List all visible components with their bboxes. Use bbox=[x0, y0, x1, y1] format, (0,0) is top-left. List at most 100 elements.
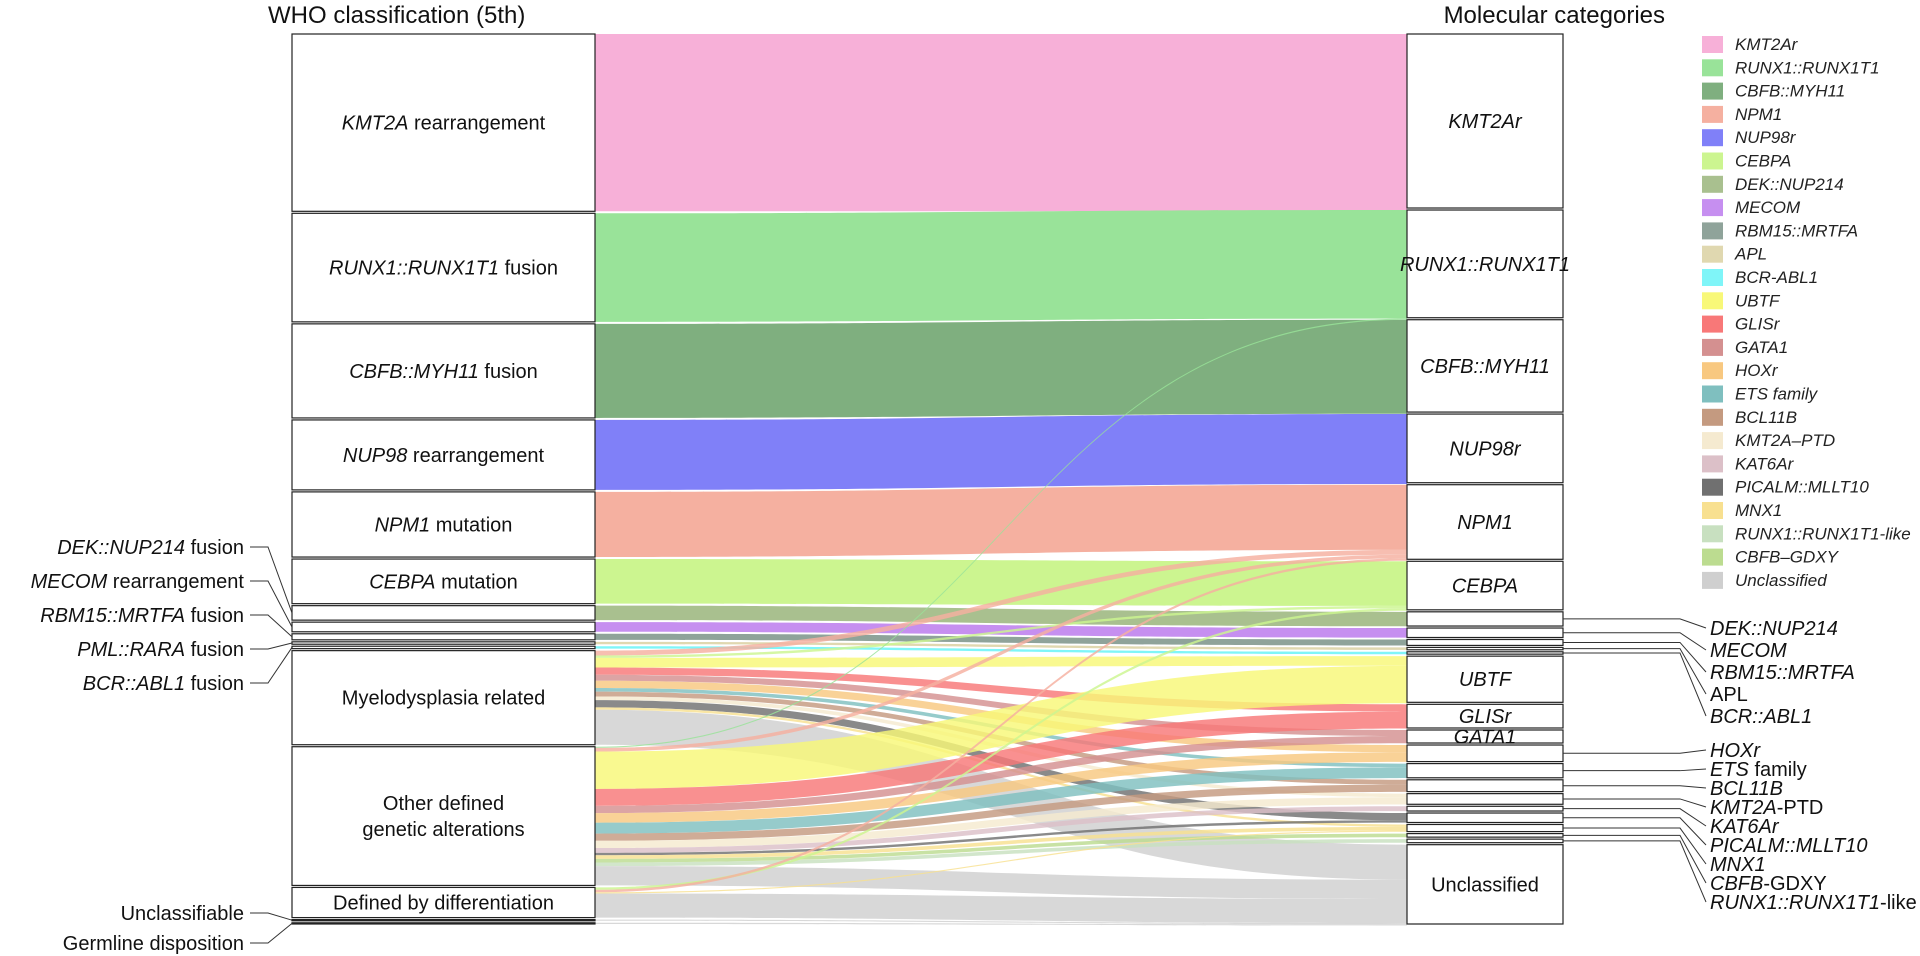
flow-other-to-kat6ar bbox=[595, 806, 1407, 853]
who-outside-label-bcr: BCR::ABL1 fusion bbox=[83, 673, 244, 695]
label-fragment: NUP98 bbox=[343, 445, 407, 467]
mol-node-rbm15 bbox=[1406, 638, 1564, 647]
mol-leader-line-dek bbox=[1563, 618, 1707, 629]
label-fragment: genetic alterations bbox=[362, 819, 524, 841]
label-fragment: CEBPA bbox=[369, 571, 435, 593]
molecular-category-column bbox=[1406, 33, 1564, 925]
label-fragment: family bbox=[1749, 759, 1807, 781]
mol-label-npm1: NPM1 bbox=[1457, 512, 1513, 534]
label-fragment: UBTF bbox=[1459, 669, 1513, 691]
mol-label-gata1: GATA1 bbox=[1454, 727, 1517, 749]
who-outside-label-rbm15: RBM15::MRTFA fusion bbox=[40, 605, 244, 627]
label-fragment: Defined by differentiation bbox=[333, 893, 554, 915]
label-fragment: fusion bbox=[185, 537, 244, 559]
who-node-runx1 bbox=[291, 212, 596, 323]
label-fragment: GATA1 bbox=[1454, 727, 1517, 749]
label-fragment: CBFB bbox=[1710, 873, 1763, 895]
mol-leader-line-apl bbox=[1563, 648, 1707, 695]
mol-node-dek bbox=[1406, 611, 1564, 627]
flow-other-to-ubtf bbox=[595, 665, 1407, 789]
legend-swatch-ets-family bbox=[1702, 385, 1723, 403]
label-fragment: GLISr bbox=[1459, 706, 1513, 728]
label-fragment: fusion bbox=[185, 605, 244, 627]
legend-swatch-hoxr bbox=[1702, 362, 1723, 380]
who-node-other bbox=[291, 746, 596, 887]
who-label-other: Other defined bbox=[383, 793, 504, 815]
who-label-runx1: RUNX1::RUNX1T1 fusion bbox=[329, 258, 558, 280]
who-outside-label-pml: PML::RARA fusion bbox=[77, 639, 244, 661]
mol-leader-line-bcl11b bbox=[1563, 785, 1707, 789]
label-fragment: Other defined bbox=[383, 793, 504, 815]
label-fragment: BCR::ABL1 bbox=[1710, 706, 1812, 728]
legend-label-gata1: GATA1 bbox=[1735, 338, 1788, 357]
mol-outside-label-rbm15: RBM15::MRTFA bbox=[1710, 662, 1855, 684]
legend-swatch-cbfb-myh11 bbox=[1702, 82, 1723, 100]
legend-label-kat6ar: KAT6Ar bbox=[1735, 454, 1795, 473]
label-fragment: mutation bbox=[430, 514, 512, 536]
legend-swatch-npm1 bbox=[1702, 105, 1723, 123]
flow-other-to-glisr bbox=[595, 711, 1407, 806]
label-fragment: PML::RARA bbox=[77, 639, 185, 661]
label-fragment: KMT2Ar bbox=[1448, 111, 1523, 133]
mol-outside-label-bcr: BCR::ABL1 bbox=[1710, 706, 1812, 728]
mol-outside-label-ets: ETS family bbox=[1710, 759, 1807, 781]
legend-swatch-bcr-abl1 bbox=[1702, 269, 1723, 286]
label-fragment: rearrangement bbox=[107, 571, 244, 593]
mol-label-ubtf: UBTF bbox=[1459, 669, 1513, 691]
label-fragment: HOXr bbox=[1710, 740, 1761, 762]
who-label-other-line2: genetic alterations bbox=[362, 819, 524, 841]
flow-other-to-runx1 bbox=[595, 318, 1407, 748]
who-node-cbfb bbox=[291, 323, 596, 419]
who-node-mds bbox=[291, 650, 596, 746]
flow-cebpa-to-cebpa bbox=[595, 559, 1407, 606]
legend-label-kmt2ar: KMT2Ar bbox=[1735, 35, 1799, 54]
legend: KMT2ArRUNX1::RUNX1T1CBFB::MYH11NPM1NUP98… bbox=[1702, 35, 1911, 590]
label-fragment: CBFB::MYH11 bbox=[1420, 356, 1550, 378]
label-fragment: fusion bbox=[499, 258, 558, 280]
who-node-dek bbox=[291, 605, 596, 621]
mol-label-unclassified: Unclassified bbox=[1431, 874, 1539, 896]
who-leader-line-mecom bbox=[250, 580, 293, 628]
legend-swatch-cebpa bbox=[1702, 152, 1723, 170]
legend-swatch-mnx1 bbox=[1702, 502, 1723, 519]
who-leader-line-unclass bbox=[250, 912, 293, 921]
who-node-unclass bbox=[291, 918, 596, 922]
legend-swatch-dek-nup214 bbox=[1702, 175, 1723, 193]
legend-swatch-gata1 bbox=[1702, 338, 1723, 356]
label-fragment: APL bbox=[1710, 684, 1748, 706]
label-fragment: KMT2A bbox=[342, 113, 409, 135]
label-fragment: Unclassified bbox=[1431, 874, 1539, 896]
legend-label-cbfb-myh11: CBFB::MYH11 bbox=[1735, 82, 1845, 101]
legend-label-cbfb-gdxy: CBFB–GDXY bbox=[1735, 548, 1840, 567]
legend-label-runx1-runx1t1-like: RUNX1::RUNX1T1-like bbox=[1735, 524, 1911, 543]
label-fragment: KMT2A bbox=[1710, 797, 1777, 819]
flow-mds-to-ubtf bbox=[595, 656, 1407, 668]
label-fragment: mutation bbox=[436, 571, 518, 593]
legend-label-mnx1: MNX1 bbox=[1735, 501, 1782, 520]
legend-swatch-ubtf bbox=[1702, 292, 1723, 310]
legend-label-bcl11b: BCL11B bbox=[1735, 408, 1797, 427]
mol-leader-line-picalm bbox=[1563, 817, 1707, 846]
who-leader-line-bcr bbox=[250, 647, 293, 684]
mol-node-picalm bbox=[1406, 812, 1564, 824]
who-node-germ bbox=[291, 922, 596, 925]
mol-outside-label-mecom: MECOM bbox=[1710, 640, 1787, 662]
label-fragment: -PTD bbox=[1777, 797, 1824, 819]
legend-swatch-mecom bbox=[1702, 199, 1723, 217]
mol-leader-line-bcr bbox=[1563, 652, 1707, 717]
who-node-diff bbox=[291, 886, 596, 919]
label-fragment: rearrangement bbox=[407, 445, 544, 467]
flow-other-to-mnx1 bbox=[595, 826, 1407, 859]
mol-node-ets bbox=[1406, 762, 1564, 779]
label-fragment: RBM15::MRTFA bbox=[40, 605, 185, 627]
legend-label-nup98r: NUP98r bbox=[1735, 128, 1797, 147]
mol-node-bcl11b bbox=[1406, 779, 1564, 793]
legend-label-hoxr: HOXr bbox=[1735, 361, 1779, 380]
label-fragment: CBFB::MYH11 bbox=[349, 361, 479, 383]
flow-runx1-to-runx1 bbox=[595, 210, 1407, 322]
flow-unclass-to-unclassified bbox=[595, 919, 1407, 925]
mol-leader-line-kat6ar bbox=[1563, 808, 1707, 827]
legend-label-rbm15-mrtfa: RBM15::MRTFA bbox=[1735, 221, 1858, 240]
who-node-kmt2a bbox=[291, 33, 596, 212]
